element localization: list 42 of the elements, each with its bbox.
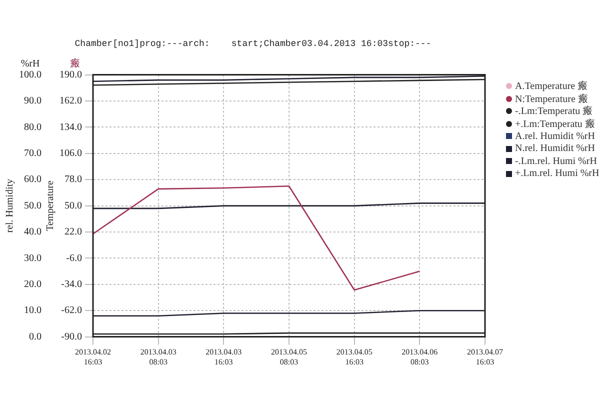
y-axis-title: Temperature — [45, 180, 56, 231]
text: %rH — [20, 58, 40, 70]
y2-tick-label: 20.0 — [24, 279, 42, 290]
y-tick-label: -90.0 — [61, 331, 82, 342]
legend-label: -.Lm:Temperatu 瘢 — [515, 104, 593, 118]
x-tick-label: 2013.04.07 16:03 — [467, 348, 503, 366]
legend-label: -.Lm.rel. Humi %rH — [515, 156, 597, 167]
y-tick-label: 106.0 — [60, 148, 82, 160]
x-tick-label: 2013.04.02 16:03 — [75, 348, 111, 366]
legend-label: N.rel. Humidit %rH — [515, 143, 595, 154]
y-tick-label: 134.0 — [60, 122, 82, 133]
y-tick-label: -6.0 — [66, 252, 82, 264]
legend-label: +.Lm.rel. Humi %rH — [515, 168, 600, 180]
y-tick-label: 78.0 — [64, 174, 82, 186]
chart-title: Chamber[no1]prog:---arch: start;Chamber03.04.2013 16:03stop:--- — [74, 38, 432, 49]
legend-label: +.Lm:Temperatu 瘢 — [515, 118, 595, 131]
y2-tick-label: 80.0 — [24, 122, 42, 133]
y2-tick-label: 90.0 — [24, 96, 42, 107]
y-tick-label: 162.0 — [60, 96, 82, 107]
y-tick-label: 22.0 — [64, 226, 82, 238]
y-tick-label: -34.0 — [61, 279, 82, 290]
y2-tick-label: 100.0 — [19, 69, 42, 80]
y-tick-label: 50.0 — [64, 200, 82, 212]
legend-label: A.rel. Humidit %rH — [515, 130, 595, 142]
y2-axis-title: rel. Humidity — [4, 178, 16, 233]
y-tick-label: 190.0 — [60, 69, 82, 80]
y2-tick-label: 40.0 — [24, 226, 42, 238]
y-tick-label: -62.0 — [61, 305, 82, 316]
y2-tick-label: 10.0 — [24, 305, 42, 316]
legend-label: N:Temperature 瘢 — [515, 92, 588, 106]
y2-tick-label: 50.0 — [24, 200, 42, 212]
y2-tick-label: 0.0 — [29, 331, 42, 342]
y2-tick-label: 60.0 — [24, 174, 42, 186]
x-tick-label: 2013.04.03 16:03 — [206, 348, 242, 366]
x-tick-label: 2013.04.06 08:03 — [402, 348, 438, 366]
legend-label: A.Temperature 瘢 — [515, 80, 588, 94]
text: 瘢 — [70, 57, 80, 70]
x-tick-label: 2013.04.05 08:03 — [271, 348, 307, 366]
x-tick-label: 2013.04.03 08:03 — [140, 348, 176, 366]
y2-tick-label: 30.0 — [24, 252, 42, 264]
y2-tick-label: 70.0 — [24, 148, 42, 160]
x-tick-label: 2013.04.05 16:03 — [336, 348, 372, 366]
